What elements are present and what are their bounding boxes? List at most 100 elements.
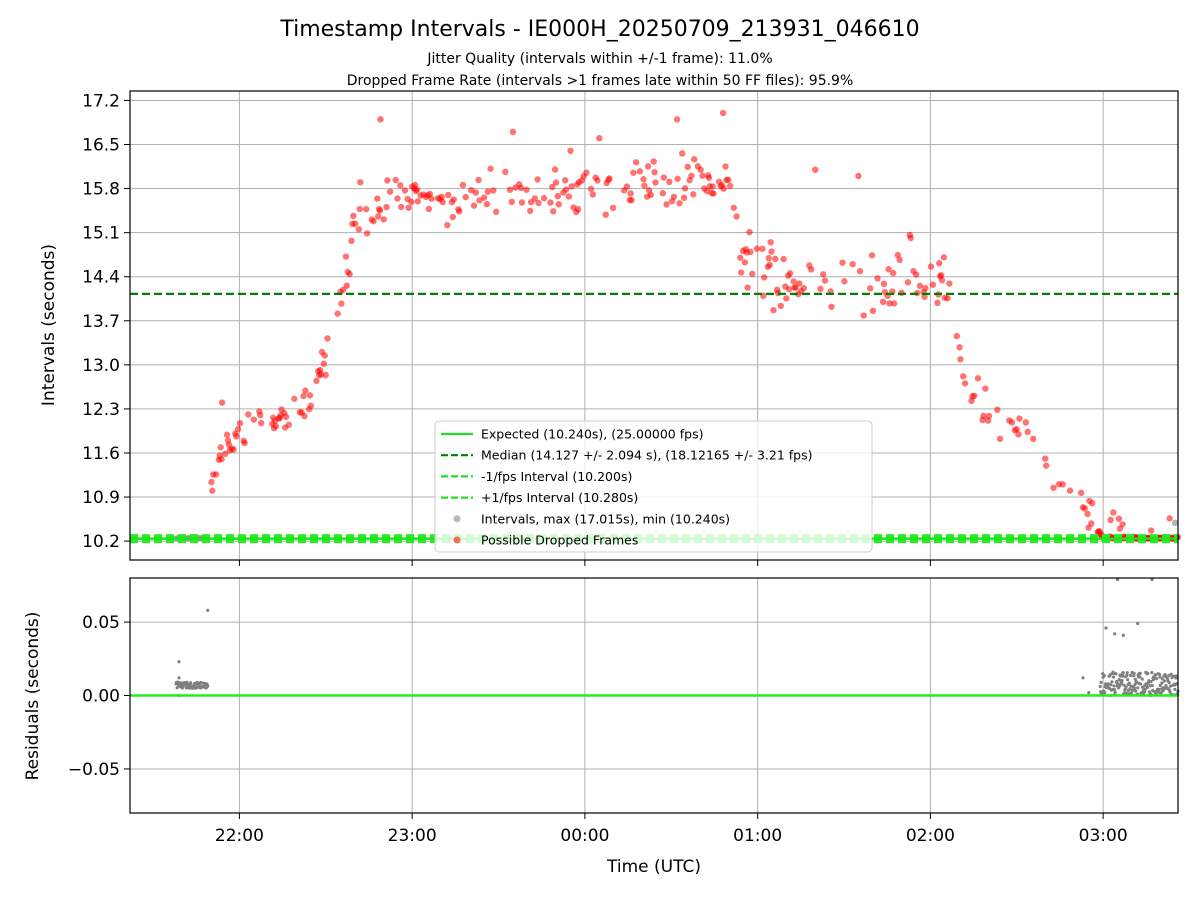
dropped-frame-point xyxy=(767,239,774,246)
dropped-frame-point xyxy=(644,163,652,170)
dropped-frame-point xyxy=(302,387,309,394)
residuals-y-tick-label: 0.00 xyxy=(82,687,120,707)
dropped-frame-point xyxy=(394,195,401,202)
dropped-frame-point xyxy=(450,196,457,203)
dropped-frame-point xyxy=(1084,510,1091,518)
dropped-frame-point xyxy=(589,191,597,198)
residual-outlier xyxy=(1121,633,1125,637)
residual-outlier xyxy=(1150,577,1154,582)
dropped-frame-point xyxy=(301,412,308,420)
x-tick-label: 00:00 xyxy=(560,826,609,846)
dropped-frame-point xyxy=(856,267,864,275)
dropped-frame-point xyxy=(356,205,363,213)
residual-point xyxy=(1173,687,1177,692)
chart-title: Timestamp Intervals - IE000H_20250709_21… xyxy=(279,17,919,42)
dropped-frame-point xyxy=(470,202,478,209)
dropped-frame-point xyxy=(659,190,667,197)
dropped-frame-point xyxy=(282,413,290,421)
dropped-frame-point xyxy=(623,183,631,190)
intervals-y-tick-label: 16.5 xyxy=(82,136,120,156)
dropped-frame-point xyxy=(583,169,590,176)
dropped-frame-point xyxy=(640,176,647,183)
dropped-frame-point xyxy=(982,385,989,392)
dropped-frame-point xyxy=(587,185,595,193)
dropped-frame-point xyxy=(459,181,467,189)
dropped-frame-point xyxy=(746,228,753,236)
dropped-frame-point xyxy=(849,260,856,268)
residual-point xyxy=(1140,677,1144,681)
dropped-frame-point xyxy=(449,213,457,221)
residual-point xyxy=(199,680,203,685)
dropped-frame-point xyxy=(506,186,514,193)
residual-point xyxy=(1114,672,1118,676)
dropped-frame-point xyxy=(1042,462,1050,469)
dropped-frame-point xyxy=(376,207,384,214)
residual-point xyxy=(1153,689,1157,694)
dropped-frame-point xyxy=(414,198,421,205)
residual-point xyxy=(1099,680,1103,684)
residual-point xyxy=(1124,691,1129,695)
residual-point xyxy=(1133,677,1137,681)
residual-point xyxy=(1111,670,1115,674)
dropped-frame-point xyxy=(1089,499,1096,507)
dropped-frame-point xyxy=(934,299,941,307)
residual-point xyxy=(1138,671,1142,675)
dropped-frame-point xyxy=(666,178,673,186)
dropped-frame-point xyxy=(363,205,370,213)
dropped-frame-point xyxy=(291,395,298,402)
dropped-frame-point xyxy=(800,285,808,292)
residual-outlier xyxy=(177,660,181,664)
dropped-frame-point xyxy=(940,254,948,261)
residual-point xyxy=(1113,690,1117,694)
dropped-frame-point xyxy=(688,172,695,179)
dropped-frame-point xyxy=(1050,484,1057,491)
dropped-frame-point xyxy=(397,182,404,189)
dropped-frame-point xyxy=(768,248,775,255)
dropped-frame-point xyxy=(874,275,881,282)
dropped-frame-point xyxy=(741,259,749,266)
residual-point xyxy=(1124,685,1128,689)
x-tick-label: 22:00 xyxy=(215,826,264,846)
dropped-frame-point xyxy=(641,182,648,189)
dropped-frame-point xyxy=(218,456,225,463)
dropped-frame-point xyxy=(996,435,1004,443)
residual-point xyxy=(1158,683,1162,687)
dropped-frame-point xyxy=(476,197,483,204)
residual-point xyxy=(1098,684,1102,689)
dropped-frame-point xyxy=(438,193,445,200)
dropped-frame-outlier xyxy=(377,116,384,123)
residual-point xyxy=(1109,683,1113,687)
dropped-frame-point xyxy=(339,286,347,293)
dropped-frame-point xyxy=(307,402,315,410)
dropped-frame-point xyxy=(540,194,548,202)
dropped-frame-point xyxy=(927,263,935,270)
dropped-frame-point xyxy=(222,450,229,458)
dropped-frame-point xyxy=(321,352,328,359)
dropped-frame-point xyxy=(445,191,452,199)
residual-point xyxy=(1128,687,1132,691)
legend-marker-swatch xyxy=(453,536,461,544)
dropped-frame-point xyxy=(630,169,637,176)
dropped-frame-point xyxy=(961,380,969,387)
dropped-frame-point xyxy=(1107,516,1114,524)
dropped-frame-point xyxy=(725,176,732,183)
dropped-frame-point xyxy=(534,176,541,183)
residual-point xyxy=(1125,671,1129,675)
dropped-frame-point xyxy=(770,306,777,314)
dropped-frame-point xyxy=(660,174,667,181)
chart-subtitle-jitter: Jitter Quality (intervals within +/-1 fr… xyxy=(426,51,772,67)
dropped-frame-point xyxy=(1166,515,1173,522)
residual-point xyxy=(1112,684,1116,688)
residual-point xyxy=(1167,673,1171,678)
x-tick-label: 01:00 xyxy=(733,826,782,846)
x-tick-label: 23:00 xyxy=(388,826,437,846)
residual-point xyxy=(1146,671,1150,675)
dropped-frame-point xyxy=(890,300,898,307)
dropped-frame-point xyxy=(886,300,893,307)
dropped-frame-point xyxy=(413,186,421,193)
residual-point xyxy=(1136,686,1140,690)
dropped-frame-outlier xyxy=(567,147,574,155)
residual-point xyxy=(1158,675,1162,679)
dropped-frame-point xyxy=(233,433,240,440)
legend-label: +1/fps Interval (10.280s) xyxy=(481,490,638,505)
